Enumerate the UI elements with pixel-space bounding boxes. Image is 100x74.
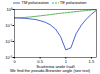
svg-text:10⁻³: 10⁻³: [5, 55, 12, 60]
svg-text:1: 1: [64, 58, 67, 64]
html-text:TM polarization: TM polarization: [21, 0, 49, 5]
html-text:TE polarization: TE polarization: [59, 0, 87, 5]
html-text:We find the pseudo-Brewster an: We find the pseudo-Brewster angle (see t…: [9, 68, 91, 73]
svg-text:10⁻¹: 10⁻¹: [5, 23, 12, 28]
svg-text:0.5: 0.5: [37, 58, 43, 64]
svg-text:Scattering angle (rad): Scattering angle (rad): [36, 64, 75, 69]
svg-text:0: 0: [13, 59, 16, 64]
svg-text:1.5: 1.5: [89, 59, 95, 64]
svg-text:10⁰: 10⁰: [7, 7, 13, 12]
svg-text:10⁻²: 10⁻²: [5, 39, 12, 44]
